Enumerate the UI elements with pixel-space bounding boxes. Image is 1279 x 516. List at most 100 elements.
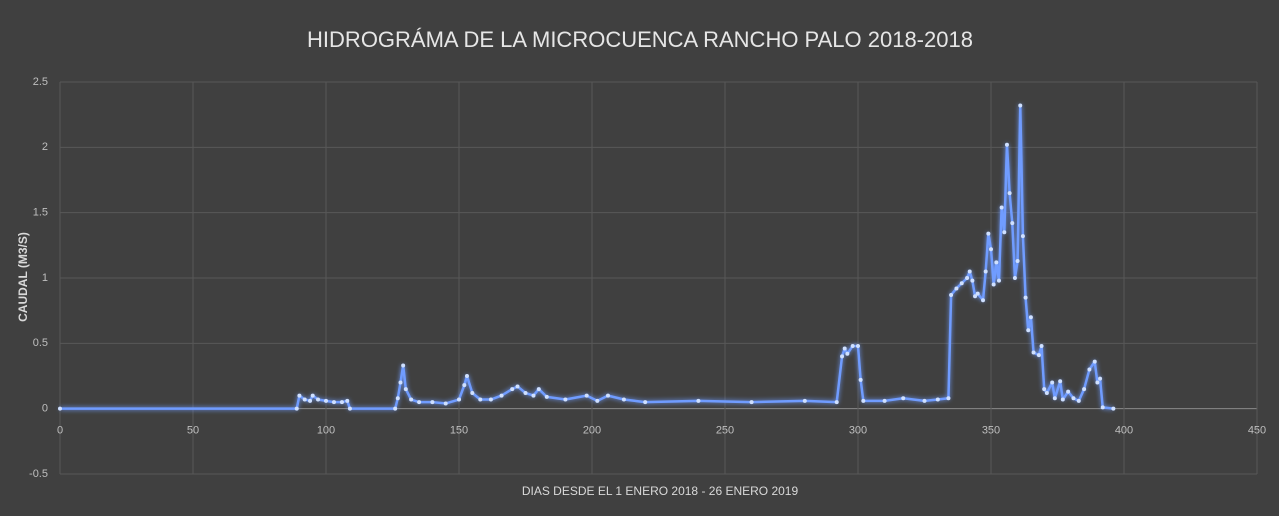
data-point — [544, 394, 549, 399]
data-point — [1042, 387, 1047, 392]
data-point — [1092, 359, 1097, 364]
data-point — [478, 397, 483, 402]
data-point — [403, 387, 408, 392]
data-point — [840, 354, 845, 359]
y-tick-label: -0.5 — [29, 468, 48, 480]
data-point — [967, 269, 972, 274]
data-point — [959, 281, 964, 286]
data-point — [1058, 379, 1063, 384]
data-point — [302, 397, 307, 402]
data-point — [1023, 295, 1028, 300]
data-point — [324, 398, 328, 403]
data-point — [949, 292, 954, 297]
data-point — [989, 247, 993, 252]
x-tick-label: 450 — [1248, 425, 1266, 437]
data-point — [331, 400, 336, 405]
data-point — [1052, 396, 1057, 401]
data-point — [1018, 103, 1023, 108]
data-point — [975, 291, 980, 296]
data-point — [1111, 406, 1116, 411]
data-point — [510, 387, 515, 392]
data-point — [973, 294, 978, 299]
x-axis-label: DIAS DESDE EL 1 ENERO 2018 - 26 ENERO 20… — [522, 484, 799, 498]
data-point — [999, 205, 1004, 210]
data-point — [983, 269, 988, 274]
data-point — [531, 393, 536, 398]
data-point — [595, 398, 600, 403]
x-tick-label: 350 — [982, 425, 1000, 437]
data-point — [1076, 398, 1081, 403]
data-point — [443, 401, 448, 406]
data-point — [401, 363, 406, 368]
data-point — [946, 396, 951, 401]
y-tick-label: 0.5 — [33, 337, 48, 349]
y-tick-label: 0 — [42, 403, 48, 415]
data-point — [457, 397, 461, 402]
data-point — [954, 286, 959, 291]
data-point — [1100, 405, 1105, 410]
data-point — [850, 343, 855, 348]
data-point — [856, 343, 860, 348]
data-point — [834, 400, 839, 405]
data-point — [882, 398, 887, 403]
data-point — [643, 400, 648, 405]
data-point — [749, 400, 754, 405]
data-point — [1098, 376, 1103, 381]
data-point — [1015, 259, 1020, 264]
data-point — [464, 374, 469, 378]
plot — [58, 103, 1116, 411]
x-tick-label: 150 — [450, 425, 468, 437]
data-point — [393, 406, 398, 411]
data-point — [1028, 315, 1033, 320]
data-point — [986, 231, 991, 236]
data-point — [1007, 191, 1012, 196]
data-point — [1031, 350, 1036, 355]
data-point — [621, 397, 626, 402]
data-point — [523, 390, 528, 395]
data-point — [991, 282, 996, 287]
data-point — [965, 276, 970, 280]
data-point — [58, 406, 62, 411]
data-point — [1095, 380, 1100, 385]
data-point — [409, 397, 414, 402]
data-point — [605, 393, 610, 398]
data-point — [696, 398, 701, 403]
x-tick-label: 300 — [849, 425, 867, 437]
y-axis-label: CAUDAL (M3/S) — [16, 232, 30, 322]
data-point — [536, 387, 541, 392]
data-point — [515, 384, 520, 389]
data-point — [922, 398, 927, 403]
data-point — [339, 400, 344, 405]
data-point — [1012, 276, 1017, 280]
data-point — [347, 406, 352, 411]
data-point — [1071, 396, 1076, 401]
x-tick-label: 250 — [716, 425, 734, 437]
x-tick-label: 200 — [583, 425, 601, 437]
data-point — [310, 393, 315, 398]
y-tick-label: 1 — [42, 272, 48, 284]
data-point — [935, 397, 940, 402]
data-point — [417, 400, 422, 405]
data-point — [842, 346, 847, 351]
data-point — [858, 377, 863, 382]
data-point — [994, 260, 999, 265]
data-point — [1044, 390, 1049, 395]
data-point — [996, 278, 1001, 283]
data-point — [1010, 221, 1015, 226]
data-point — [1004, 142, 1009, 147]
data-point — [430, 400, 435, 405]
data-point — [1050, 380, 1055, 385]
data-point — [395, 396, 400, 401]
data-point — [802, 398, 807, 403]
data-point — [297, 393, 302, 398]
grid: -0.5 0 0.5 1 1.5 2 2.5 0 50 100 150 200 250 300 350 400… — [29, 76, 1266, 480]
data-point — [981, 298, 986, 303]
data-point — [1060, 397, 1065, 402]
data-point — [294, 406, 299, 411]
x-tick-label: 0 — [57, 425, 63, 437]
data-point — [1026, 328, 1031, 333]
data-point — [584, 393, 589, 398]
data-point — [901, 396, 906, 401]
data-point — [462, 383, 467, 388]
